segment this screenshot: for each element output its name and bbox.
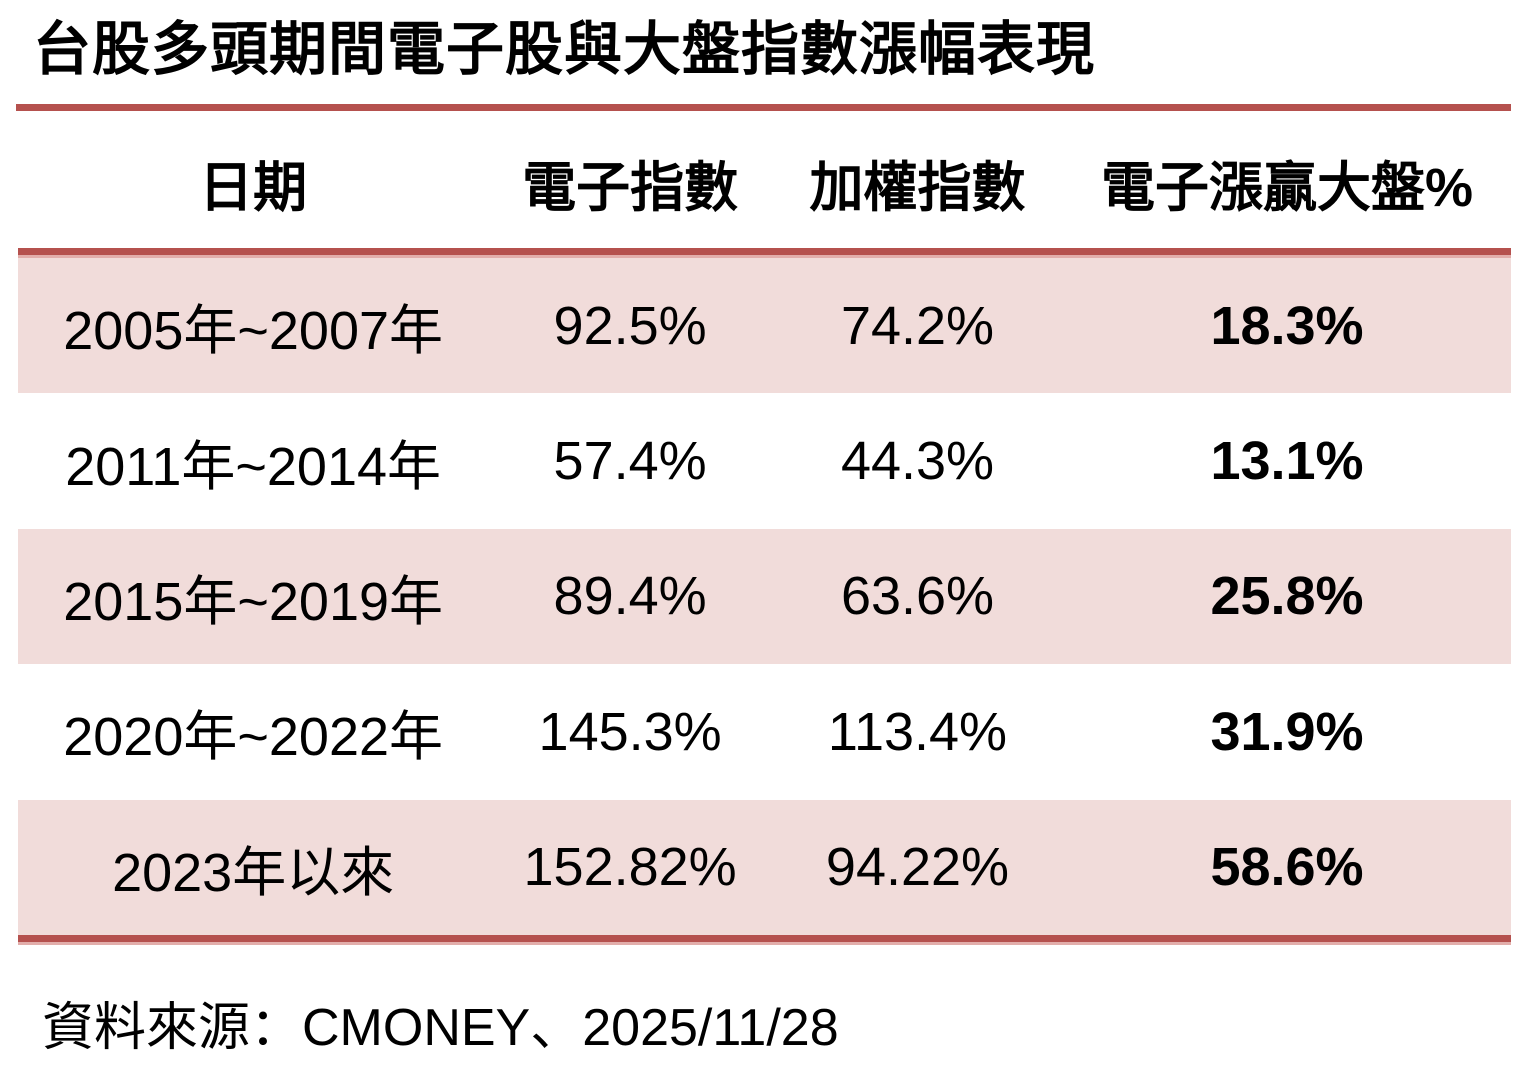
cell-weighted-index: 44.3% [840,431,995,492]
table-row: 2020年~2022年 145.3% 113.4% 31.9% [18,664,1511,800]
column-header-outperformance: 電子漲贏大盤% [1101,158,1474,219]
cell-period: 2015年~2019年 [63,571,444,632]
title-divider-rule [16,103,1511,111]
cell-electronics-index: 57.4% [553,431,707,492]
cell-weighted-index: 74.2% [840,295,995,356]
table-row: 2005年~2007年 92.5% 74.2% 18.3% [18,257,1511,394]
cell-weighted-index: 63.6% [840,566,995,627]
cell-period: 2020年~2022年 [63,707,444,768]
column-header-weighted-index: 加權指數 [809,158,1026,219]
source-note: 資料來源：CMONEY、2025/11/28 [42,998,839,1057]
table-body: 2005年~2007年 92.5% 74.2% 18.3% 2011年~2014年 57.… [18,257,1511,935]
table-bottom-rule-highlight [18,941,1511,945]
table-top-rule-highlight [18,254,1511,258]
cell-electronics-index: 89.4% [553,566,707,627]
cell-outperformance: 18.3% [1210,295,1364,356]
cell-electronics-index: 152.82% [523,837,737,898]
cell-weighted-index: 113.4% [827,701,1008,762]
cell-period: 2011年~2014年 [65,436,442,497]
table-bottom-rule [18,934,1511,942]
cell-outperformance: 31.9% [1210,701,1364,762]
table-row: 2011年~2014年 57.4% 44.3% 13.1% [18,393,1511,529]
performance-table: 2005年~2007年 92.5% 74.2% 18.3% 2011年~2014年 57.… [18,247,1511,945]
table-header-row: 日期 電子指數 加權指數 電子漲贏大盤% [18,111,1511,248]
cell-weighted-index: 94.22% [825,837,1010,898]
column-header-electronics-index: 電子指數 [522,158,739,219]
page-title: 台股多頭期間電子股與大盤指數漲幅表現 [33,17,1096,82]
column-header-date: 日期 [199,158,308,219]
cell-electronics-index: 145.3% [538,701,722,762]
cell-outperformance: 13.1% [1210,431,1364,492]
cell-outperformance: 25.8% [1210,566,1364,627]
table-row: 2023年以來 152.82% 94.22% 58.6% [18,799,1511,935]
cell-period: 2023年以來 [112,842,395,903]
cell-electronics-index: 92.5% [553,295,707,356]
cell-outperformance: 58.6% [1210,837,1364,898]
cell-period: 2005年~2007年 [63,301,444,362]
table-top-rule [18,247,1511,255]
table-row: 2015年~2019年 89.4% 63.6% 25.8% [18,528,1511,665]
